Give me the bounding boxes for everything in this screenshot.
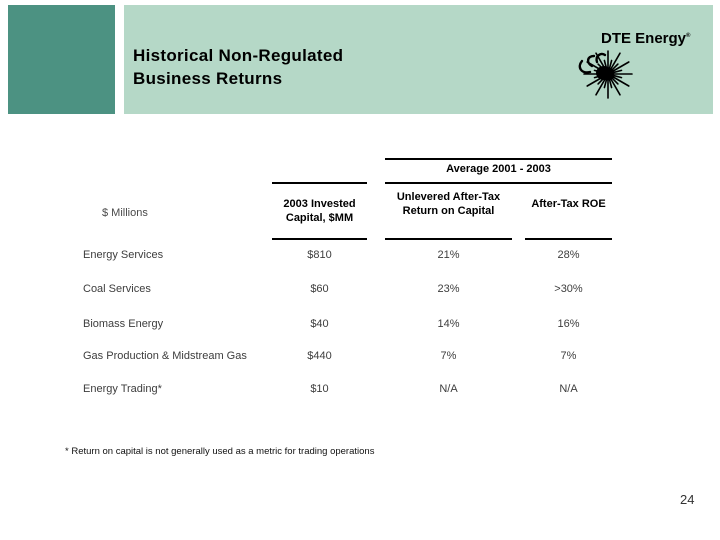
title-banner bbox=[124, 5, 713, 114]
row-label: Biomass Energy bbox=[83, 318, 164, 330]
unlevered-return: 23% bbox=[437, 283, 460, 295]
column-header-after-tax-roe: After-Tax ROE bbox=[531, 198, 606, 210]
table-row: Energy Trading* $10 N/A N/A bbox=[83, 383, 612, 397]
logo-wordmark: DTE Energy bbox=[601, 30, 687, 47]
footnote: * Return on capital is not generally use… bbox=[65, 446, 375, 457]
unlevered-return: 7% bbox=[440, 350, 457, 362]
spanning-header-average: Average 2001 - 2003 bbox=[446, 163, 551, 175]
corner-label-millions: $ Millions bbox=[102, 207, 148, 219]
table-row: Biomass Energy $40 14% 16% bbox=[83, 318, 612, 332]
row-label: Energy Services bbox=[83, 249, 164, 261]
capital-col-underline bbox=[272, 238, 367, 240]
avg-header-bottom-rule bbox=[385, 182, 612, 184]
unlevered-return: 21% bbox=[437, 249, 460, 261]
row-label: Energy Trading* bbox=[83, 383, 162, 395]
invested-capital: $60 bbox=[310, 283, 329, 295]
row-label: Gas Production & Midstream Gas bbox=[83, 350, 247, 362]
dte-energy-logo-text: DTE Energy® bbox=[601, 30, 690, 47]
accent-square bbox=[8, 5, 115, 114]
avg-header-top-rule bbox=[385, 158, 612, 160]
after-tax-roe: 7% bbox=[560, 350, 577, 362]
unlevered-return: 14% bbox=[437, 318, 460, 330]
table-row: Gas Production & Midstream Gas $440 7% 7… bbox=[83, 350, 612, 364]
capital-col-top-rule bbox=[272, 182, 367, 184]
invested-capital: $10 bbox=[310, 383, 329, 395]
invested-capital: $40 bbox=[310, 318, 329, 330]
table-row: Coal Services $60 23% >30% bbox=[83, 283, 612, 297]
row-label: Coal Services bbox=[83, 283, 151, 295]
column-header-unlevered-return-text: Unlevered After-Tax Return on Capital bbox=[396, 191, 501, 217]
page-title: Historical Non-Regulated Business Return… bbox=[133, 46, 344, 88]
invested-capital: $810 bbox=[307, 249, 332, 261]
unlevered-return: N/A bbox=[439, 383, 458, 395]
roe-col-underline bbox=[525, 238, 612, 240]
column-header-invested-capital: 2003 Invested Capital, $MM bbox=[283, 198, 356, 224]
page-number: 24 bbox=[680, 492, 695, 507]
column-header-unlevered-return: Unlevered After-Tax Return on Capital bbox=[385, 190, 512, 218]
table-row: Energy Services $810 21% 28% bbox=[83, 249, 612, 263]
after-tax-roe: 28% bbox=[557, 249, 580, 261]
after-tax-roe: >30% bbox=[554, 283, 583, 295]
after-tax-roe: 16% bbox=[557, 318, 580, 330]
return-col-underline bbox=[385, 238, 512, 240]
registered-mark-icon: ® bbox=[686, 33, 691, 39]
invested-capital: $440 bbox=[307, 350, 332, 362]
after-tax-roe: N/A bbox=[559, 383, 578, 395]
sunburst-icon bbox=[578, 50, 633, 99]
